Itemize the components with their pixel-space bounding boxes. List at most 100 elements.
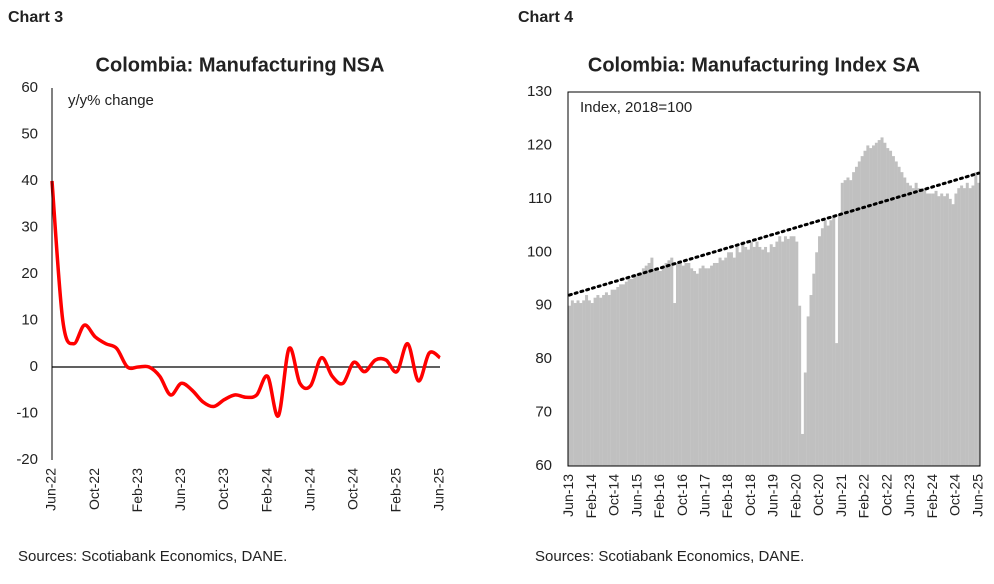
bar (815, 252, 819, 466)
bar (727, 252, 731, 466)
bar (752, 246, 756, 466)
bar (639, 273, 643, 466)
bar (735, 246, 739, 466)
x-tick-label: Jun-19 (765, 474, 781, 517)
bar (664, 262, 668, 466)
bar (704, 268, 708, 466)
bar (931, 193, 935, 466)
bar (678, 262, 682, 466)
bar (656, 268, 660, 466)
bar (590, 303, 594, 466)
bar (610, 289, 614, 466)
bar (684, 262, 688, 466)
bar (945, 193, 949, 466)
bar (749, 241, 753, 466)
bar (681, 265, 685, 466)
x-tick-label: Oct-22 (86, 468, 102, 510)
y-tick-label: 70 (535, 404, 552, 421)
annotation: y/y% change (68, 92, 154, 109)
bar (897, 166, 901, 467)
bar (798, 305, 802, 466)
bar (607, 295, 611, 466)
bar (826, 225, 830, 466)
bar (570, 300, 574, 466)
bar (729, 252, 733, 466)
bar (573, 303, 577, 466)
bar (800, 433, 804, 466)
annotation: Index, 2018=100 (580, 99, 692, 116)
bar (647, 262, 651, 466)
x-tick-label: Feb-25 (388, 468, 404, 513)
bar (877, 140, 881, 467)
bar (701, 265, 705, 466)
bar (764, 246, 768, 466)
bar (900, 172, 904, 466)
bar (621, 284, 625, 466)
bar (599, 297, 603, 466)
x-tick-label: Oct-18 (742, 474, 758, 516)
chart-title: Colombia: Manufacturing Index SA (588, 54, 920, 76)
bar (806, 316, 810, 466)
bar (860, 156, 864, 466)
x-tick-label: Jun-23 (901, 474, 917, 517)
y-tick-label: 110 (528, 190, 552, 207)
y-tick-label: 60 (535, 457, 552, 474)
bar (715, 262, 719, 466)
y-tick-label: 130 (527, 83, 552, 100)
chart-title: Colombia: Manufacturing NSA (96, 54, 385, 76)
x-tick-label: Jun-13 (560, 474, 576, 517)
bar (693, 270, 697, 466)
bar (962, 188, 966, 466)
x-tick-label: Oct-20 (810, 474, 826, 516)
bar (721, 260, 725, 466)
y-tick-label: 100 (527, 243, 552, 260)
bar (761, 249, 765, 466)
y-tick-label: 40 (21, 172, 38, 189)
bar (829, 220, 833, 466)
trend-line (567, 171, 981, 297)
bar (809, 295, 813, 466)
bar (687, 262, 691, 466)
x-tick-label: Oct-14 (606, 474, 622, 516)
bar (914, 182, 918, 467)
x-tick-label: Feb-24 (924, 474, 940, 519)
bar (891, 156, 895, 466)
x-tick-label: Feb-24 (258, 468, 274, 513)
bar (874, 142, 878, 466)
bar (917, 188, 921, 466)
bar (965, 182, 969, 467)
x-tick-label: Oct-16 (674, 474, 690, 516)
bar (928, 193, 932, 466)
bar (576, 300, 580, 466)
bar (934, 190, 938, 467)
bar (738, 252, 742, 466)
bar (789, 236, 793, 466)
bar (596, 295, 600, 466)
bar (903, 177, 907, 466)
x-tick-label: Oct-22 (878, 474, 894, 516)
bar (585, 295, 589, 466)
bar (766, 252, 770, 466)
chart-label: Chart 3 (8, 9, 63, 26)
bar (846, 177, 850, 466)
bar (636, 273, 640, 466)
bar (968, 188, 972, 466)
bar (880, 137, 884, 466)
bar (971, 185, 975, 466)
bar (795, 241, 799, 466)
bar (775, 241, 779, 466)
bar (698, 268, 702, 466)
bar (675, 262, 679, 466)
bar (616, 287, 620, 466)
bar (712, 262, 716, 466)
line (50, 180, 441, 418)
x-tick-label: Oct-23 (215, 468, 231, 510)
bar (923, 188, 927, 466)
y-tick-label: 20 (21, 265, 38, 282)
bar (974, 172, 978, 466)
bar (718, 257, 722, 466)
bar (894, 161, 898, 466)
x-tick-label: Jun-17 (697, 474, 713, 517)
bar (758, 246, 762, 466)
